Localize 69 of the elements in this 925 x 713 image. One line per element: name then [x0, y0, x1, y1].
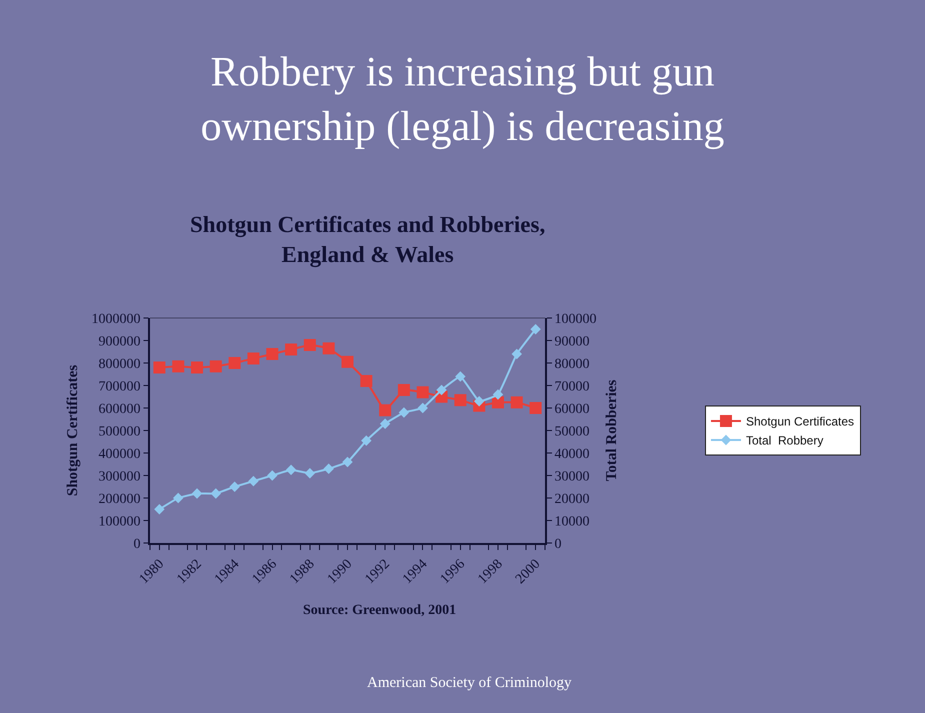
point [229, 482, 240, 492]
y2-axis-title: Total Robberies [604, 380, 620, 482]
point [304, 468, 316, 478]
point [172, 360, 184, 372]
y2-tick-label: 70000 [554, 379, 590, 394]
legend-label: Shotgun Certificates [746, 414, 854, 429]
point [342, 356, 354, 368]
legend-label: Total Robbery [746, 434, 824, 448]
source-note: Source: Greenwood, 2001 [303, 603, 456, 618]
point [210, 360, 222, 372]
point [474, 396, 484, 406]
y2-tick-label: 90000 [554, 334, 590, 350]
y-tick-label: 200000 [98, 492, 140, 507]
point [398, 384, 410, 396]
point [153, 362, 166, 374]
point [286, 464, 296, 476]
point [492, 389, 504, 400]
y-tick-label: 100000 [98, 514, 140, 530]
y2-tick-label: 30000 [554, 469, 590, 484]
y2-tick-label: 10000 [554, 514, 590, 530]
y-tick-label: 700000 [98, 379, 140, 394]
y-tick-label: 0 [133, 536, 140, 552]
y2-tick-label: 80000 [554, 356, 590, 372]
point [436, 384, 447, 396]
point [342, 456, 353, 468]
point [418, 402, 428, 414]
y-tick-label: 900000 [98, 334, 140, 350]
y-tick-label: 1000000 [91, 312, 140, 327]
y2-tick-label: 20000 [554, 492, 590, 507]
point [454, 394, 466, 406]
point [267, 470, 278, 481]
point [361, 435, 372, 446]
text: American Society of Criminology [367, 675, 572, 691]
point [247, 352, 260, 364]
y-tick-label: 800000 [98, 356, 140, 372]
point [530, 402, 542, 414]
point [380, 418, 390, 429]
point [210, 488, 222, 499]
chart-subtitle: Shotgun Certificates and Robberies, England & Wales [190, 212, 546, 268]
point [398, 407, 410, 418]
y-tick-label: 500000 [98, 424, 140, 440]
point [379, 404, 392, 416]
point [323, 464, 334, 474]
point [530, 324, 541, 334]
point [416, 386, 429, 398]
point [360, 375, 372, 387]
point [228, 357, 241, 369]
point [192, 488, 202, 499]
y-tick-label: 300000 [98, 469, 140, 484]
point [154, 504, 165, 514]
point [248, 476, 259, 486]
point [512, 348, 522, 360]
point [510, 396, 523, 408]
point [173, 492, 184, 504]
chart-title: Robbery is increasing but gun ownership (legal) is decreasing [200, 50, 724, 150]
point [322, 342, 335, 354]
point [266, 348, 278, 360]
point [455, 371, 466, 382]
y-axis-title: Shotgun Certificates [65, 364, 82, 496]
point [304, 339, 316, 351]
y2-tick-label: 40000 [554, 446, 590, 462]
y-tick-label: 400000 [98, 446, 140, 462]
y2-tick-label: 60000 [554, 402, 590, 417]
y2-tick-label: 50000 [554, 424, 590, 440]
y2-tick-label: 0 [554, 536, 562, 552]
y2-tick-label: 100000 [554, 312, 597, 327]
point [285, 344, 298, 356]
y-tick-label: 600000 [98, 402, 140, 417]
point [191, 362, 204, 374]
